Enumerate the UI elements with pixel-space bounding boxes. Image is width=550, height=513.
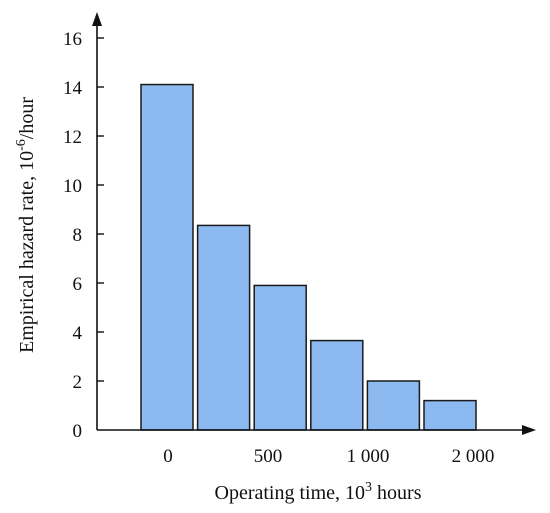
x-axis-title-main: Operating time, 10 <box>215 482 366 504</box>
y-axis-title-main: Empirical hazard rate, 10 <box>16 151 38 353</box>
bars-group <box>140 83 477 431</box>
bar-4 <box>366 380 421 431</box>
bar-1 <box>196 224 251 431</box>
y-tick-label: 0 <box>73 421 83 442</box>
y-axis-title-unit: /hour <box>16 97 38 140</box>
y-tick-label: 12 <box>63 127 82 148</box>
bar-5 <box>423 399 477 431</box>
y-axis-title-exponent: -6 <box>14 139 29 151</box>
y-tick-label: 8 <box>73 225 83 246</box>
x-tick-label: 500 <box>254 446 283 467</box>
y-axis-ticks: 0 2 4 6 8 10 12 14 16 <box>63 29 104 442</box>
y-axis-arrow-icon <box>92 12 102 26</box>
x-axis-title-exponent: 3 <box>365 480 372 495</box>
bar-2 <box>253 284 307 431</box>
x-tick-label: 0 <box>163 446 173 467</box>
x-axis-title-unit: hours <box>372 482 422 504</box>
y-tick-label: 16 <box>63 29 82 50</box>
x-axis-arrow-icon <box>522 425 536 435</box>
x-axis-title: Operating time, 103 hours <box>215 480 422 504</box>
y-tick-label: 6 <box>73 274 83 295</box>
bar-0 <box>140 83 194 431</box>
bar-3 <box>310 339 364 431</box>
x-tick-label: 2 000 <box>452 446 495 467</box>
y-axis-title: Empirical hazard rate, 10-6/hour <box>14 97 38 353</box>
y-tick-label: 10 <box>63 176 82 197</box>
y-tick-label: 4 <box>73 323 83 344</box>
x-axis-ticks: 0 500 1 000 2 000 <box>163 446 494 467</box>
x-tick-label: 1 000 <box>347 446 390 467</box>
y-tick-label: 2 <box>73 372 83 393</box>
y-tick-label: 14 <box>63 78 83 99</box>
